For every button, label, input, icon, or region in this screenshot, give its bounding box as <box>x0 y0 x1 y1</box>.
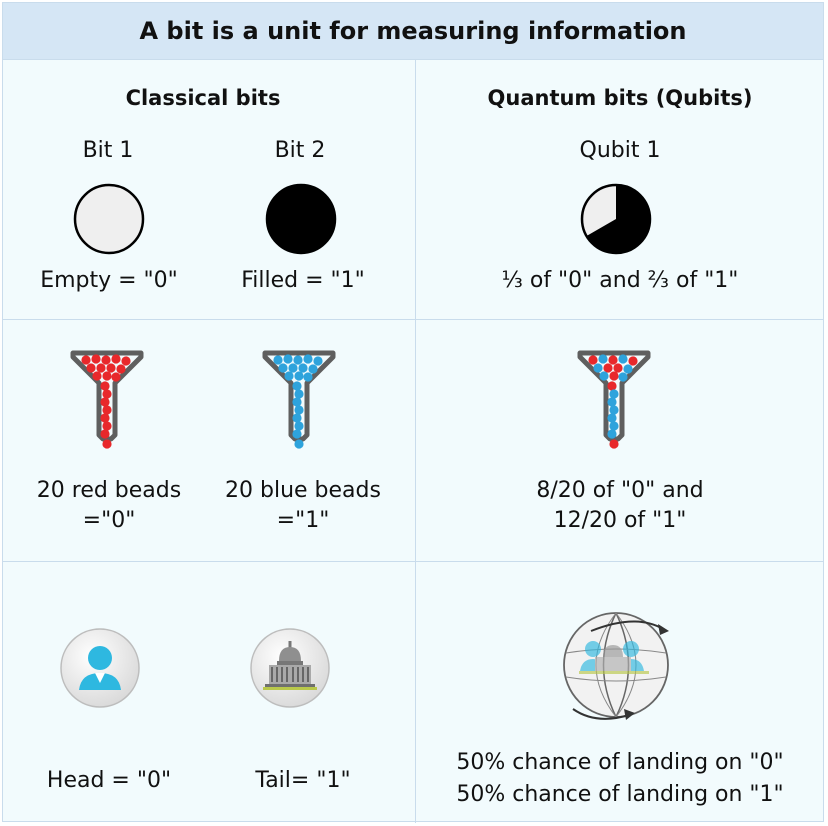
bead <box>100 429 110 439</box>
filled-bit-circle-icon <box>265 183 337 255</box>
bead <box>111 372 121 382</box>
spinning-coin-line2: 50% chance of landing on "1" <box>456 782 784 807</box>
bead <box>283 354 293 364</box>
bead <box>288 363 298 373</box>
bead <box>618 354 628 364</box>
bead <box>102 389 112 399</box>
bead <box>599 371 609 381</box>
spinning-coin-line1: 50% chance of landing on "0" <box>456 750 784 775</box>
red-beads-line2: ="0" <box>82 508 136 533</box>
bead <box>598 354 608 364</box>
red-beads-line1: 20 red beads <box>36 478 182 503</box>
bead <box>102 371 112 381</box>
bead <box>293 355 303 365</box>
bead <box>618 372 628 382</box>
bead <box>603 363 613 373</box>
bead <box>100 397 110 407</box>
bead <box>284 371 294 381</box>
bead <box>92 371 102 381</box>
mixed-beads-line2: 12/20 of "1" <box>553 508 687 533</box>
bead <box>607 381 617 391</box>
bead <box>292 381 302 391</box>
bead <box>313 356 323 366</box>
bead <box>609 389 619 399</box>
red-beads-funnel-icon <box>70 350 144 449</box>
blue-beads-funnel-icon <box>262 350 336 449</box>
bead <box>623 364 633 374</box>
bead <box>278 363 288 373</box>
row-divider-2 <box>3 561 823 562</box>
coin-head-description: Head = "0" <box>46 768 172 793</box>
bit1-description: Empty = "0" <box>40 268 178 293</box>
bit2-label: Bit 2 <box>274 138 326 163</box>
bead <box>273 355 283 365</box>
bead <box>294 439 304 449</box>
bead <box>102 439 112 449</box>
bead <box>303 354 313 364</box>
bead <box>609 405 619 415</box>
bead <box>608 355 618 365</box>
bead <box>101 355 111 365</box>
qubit-label: Qubit 1 <box>579 138 661 163</box>
bead <box>100 381 110 391</box>
mixed-beads-funnel-icon <box>577 350 651 449</box>
bead <box>86 363 96 373</box>
bead <box>111 354 121 364</box>
bead <box>81 355 91 365</box>
bead <box>298 363 308 373</box>
bead <box>100 413 110 423</box>
bead <box>294 371 304 381</box>
classical-header: Classical bits <box>125 86 281 110</box>
bead <box>102 405 112 415</box>
bead <box>613 363 623 373</box>
bead <box>292 397 302 407</box>
bead <box>292 429 302 439</box>
bead <box>607 413 617 423</box>
blue-beads-line2: ="1" <box>276 508 330 533</box>
bead <box>593 363 603 373</box>
bead <box>294 421 304 431</box>
bead <box>294 405 304 415</box>
qubit-description: ⅓ of "0" and ⅔ of "1" <box>501 268 739 293</box>
qubit-filled-slice <box>586 185 651 253</box>
qubit-pie-icon <box>580 183 652 255</box>
bead <box>628 356 638 366</box>
bead <box>106 363 116 373</box>
row-divider-1 <box>3 319 823 320</box>
bit1-label: Bit 1 <box>82 138 134 163</box>
bead <box>294 389 304 399</box>
coin-head-icon <box>60 628 140 708</box>
page-title: A bit is a unit for measuring informatio… <box>3 3 823 60</box>
bead <box>121 356 131 366</box>
bead <box>607 429 617 439</box>
bead <box>607 397 617 407</box>
bead <box>609 439 619 449</box>
bead <box>609 371 619 381</box>
bead <box>292 413 302 423</box>
mixed-beads-line1: 8/20 of "0" and <box>536 478 704 503</box>
bead <box>91 354 101 364</box>
bead <box>588 355 598 365</box>
bead <box>609 421 619 431</box>
coin-tail-description: Tail= "1" <box>255 768 351 793</box>
spinning-coin-icon <box>563 612 669 720</box>
coin-tail-building-icon <box>250 628 330 708</box>
bead <box>116 364 126 374</box>
bead <box>102 421 112 431</box>
blue-beads-line1: 20 blue beads <box>225 478 381 503</box>
bead <box>96 363 106 373</box>
bead <box>308 364 318 374</box>
bit2-description: Filled = "1" <box>241 268 365 293</box>
quantum-header: Quantum bits (Qubits) <box>487 86 753 110</box>
empty-bit-circle-icon <box>73 183 145 255</box>
column-divider <box>415 59 416 823</box>
bead <box>303 372 313 382</box>
